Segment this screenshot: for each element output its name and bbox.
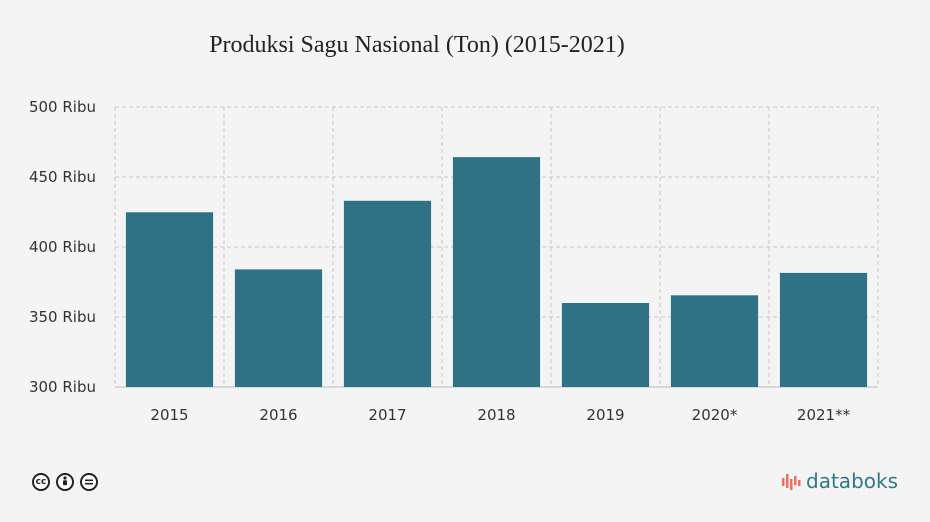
x-tick-label: 2019: [586, 406, 624, 424]
bar-2019[interactable]: [561, 303, 650, 387]
x-tick-label: 2020*: [692, 406, 738, 424]
bar-2017[interactable]: [343, 200, 432, 387]
bar-2016[interactable]: [234, 269, 323, 387]
x-axis-ticks: 2015 2016 2017 2018 2019 2020* 2021**: [150, 406, 850, 424]
cc-icon: cc: [32, 473, 50, 491]
y-axis-ticks: 500 Ribu 450 Ribu 400 Ribu 350 Ribu 300 Ribu: [29, 98, 96, 396]
y-tick-label: 300 Ribu: [29, 378, 96, 396]
x-tick-label: 2015: [150, 406, 188, 424]
bars: [125, 157, 868, 387]
bar-2015[interactable]: [125, 212, 214, 387]
bar-2020[interactable]: [670, 295, 759, 387]
y-tick-label: 350 Ribu: [29, 308, 96, 326]
y-tick-label: 450 Ribu: [29, 168, 96, 186]
nd-icon: [80, 473, 98, 491]
x-tick-label: 2018: [477, 406, 515, 424]
license-badges: cc: [32, 473, 98, 491]
y-tick-label: 500 Ribu: [29, 98, 96, 116]
chart-title: Produksi Sagu Nasional (Ton) (2015-2021): [209, 32, 625, 58]
brand-logo: databoks: [780, 469, 898, 493]
x-tick-label: 2017: [368, 406, 406, 424]
y-tick-label: 400 Ribu: [29, 238, 96, 256]
x-tick-label: 2021**: [797, 406, 851, 424]
by-icon: [56, 473, 74, 491]
databoks-icon: [782, 474, 801, 490]
brand-name: databoks: [806, 469, 898, 493]
x-tick-label: 2016: [259, 406, 297, 424]
bar-2018[interactable]: [452, 157, 541, 387]
bar-2021[interactable]: [779, 272, 868, 387]
